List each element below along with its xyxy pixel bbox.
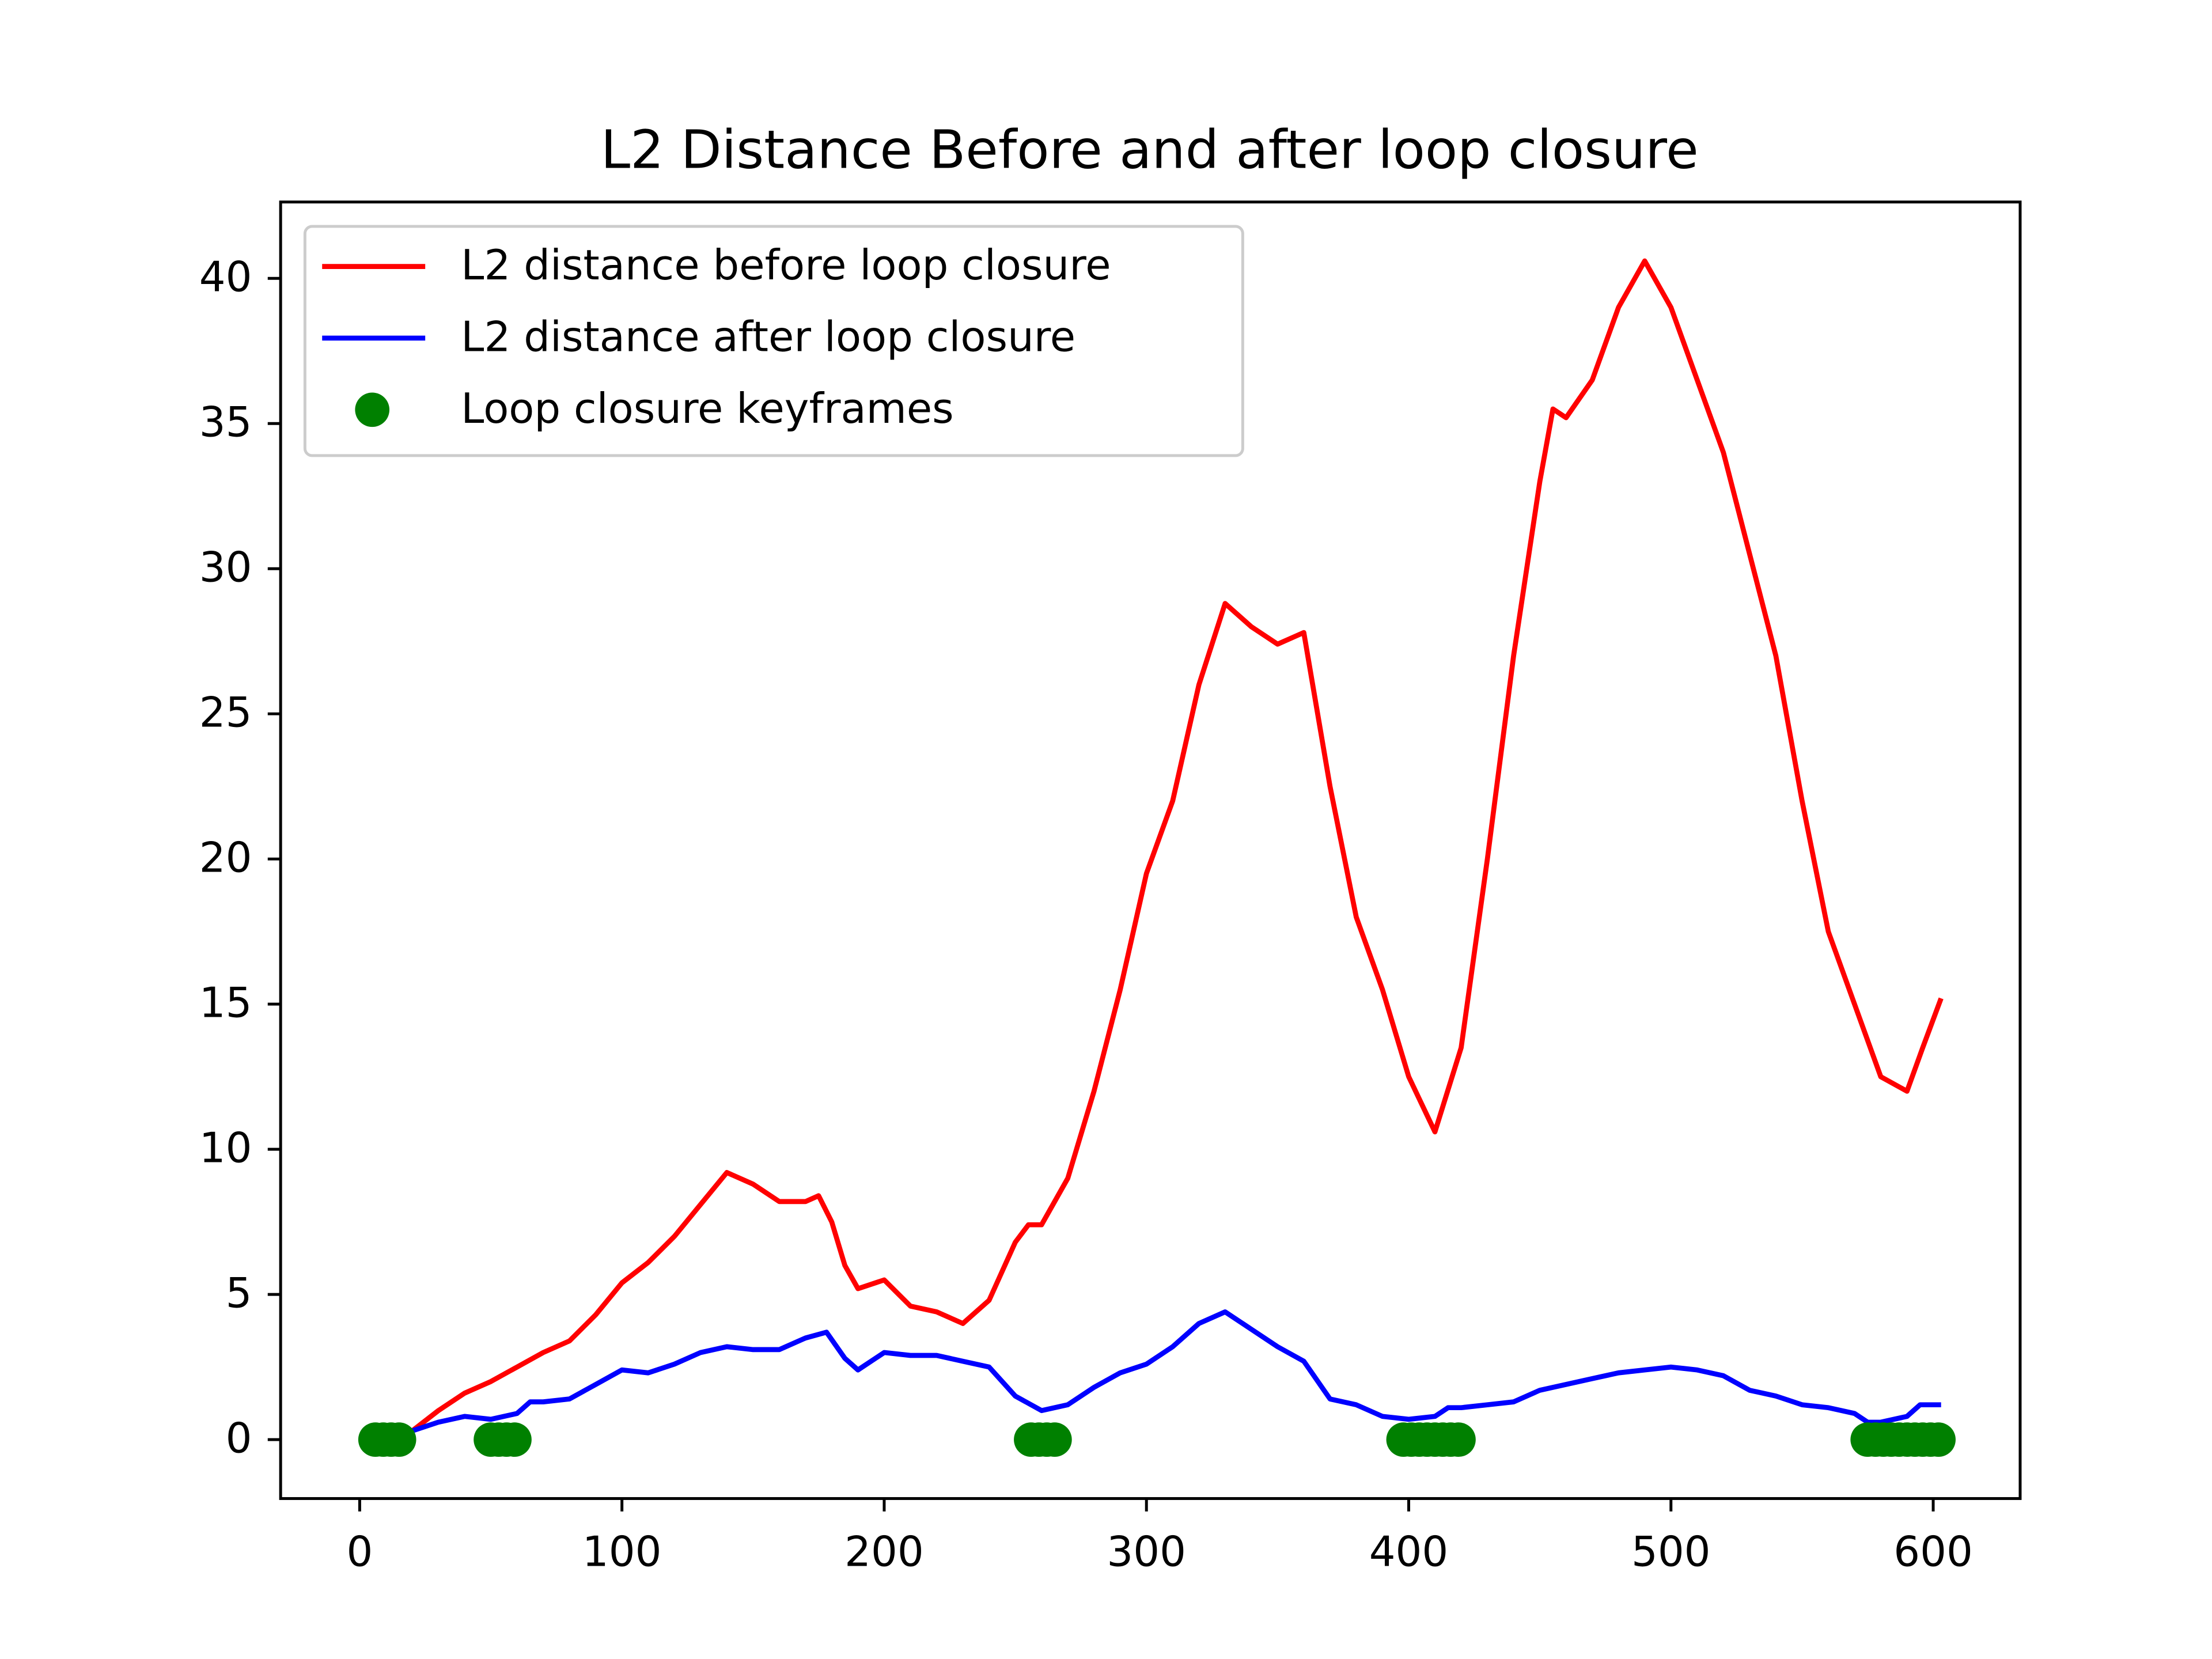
y-tick-label: 25 (199, 689, 252, 737)
x-tick-label: 400 (1369, 1528, 1449, 1576)
keyframe-point (1037, 1422, 1072, 1457)
y-tick-label: 15 (199, 979, 252, 1028)
y-tick-label: 30 (199, 544, 252, 592)
keyframe-point (381, 1422, 416, 1457)
x-tick-label: 600 (1893, 1528, 1973, 1576)
y-tick-label: 35 (199, 399, 252, 447)
y-tick-label: 5 (226, 1270, 252, 1318)
legend-label: Loop closure keyframes (461, 385, 953, 433)
keyframe-point (1921, 1422, 1956, 1457)
legend-box (303, 225, 1244, 457)
x-tick-label: 0 (346, 1528, 373, 1576)
chart-title: L2 Distance Before and after loop closur… (601, 119, 1699, 180)
keyframe-point (497, 1422, 532, 1457)
x-tick-label: 500 (1631, 1528, 1711, 1576)
data-line (359, 258, 1944, 1442)
keyframe-point (1441, 1422, 1476, 1457)
x-tick-label: 200 (844, 1528, 924, 1576)
y-tick-label: 40 (199, 253, 252, 302)
legend-marker (355, 392, 390, 427)
y-tick-label: 20 (199, 834, 252, 882)
plot-area (358, 258, 1956, 1457)
legend-label: L2 distance after loop closure (461, 313, 1075, 361)
axes-frame (279, 200, 2022, 1500)
y-tick-label: 0 (226, 1415, 252, 1463)
y-tick-label: 10 (199, 1124, 252, 1173)
legend-label: L2 distance before loop closure (461, 241, 1111, 290)
x-tick-label: 300 (1107, 1528, 1186, 1576)
x-tick-label: 100 (582, 1528, 662, 1576)
legend: L2 distance before loop closure L2 distan… (303, 225, 1244, 457)
data-line (359, 1309, 1941, 1442)
